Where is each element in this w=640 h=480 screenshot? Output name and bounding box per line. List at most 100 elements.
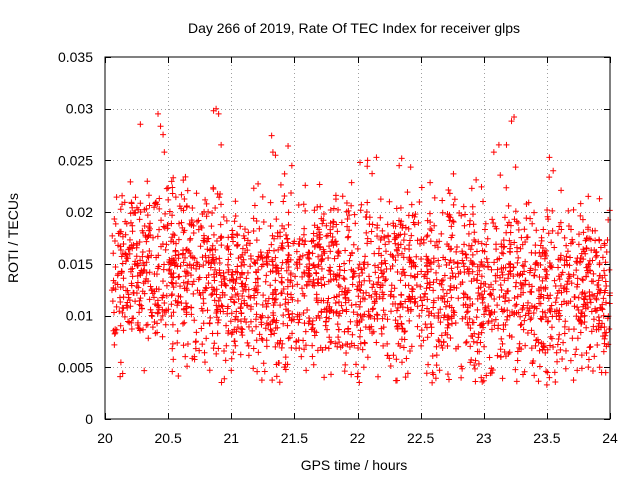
data-point	[235, 296, 242, 303]
data-point	[111, 341, 118, 348]
data-point	[424, 280, 431, 287]
data-point	[161, 300, 168, 307]
data-point	[281, 364, 288, 371]
data-point	[273, 216, 280, 223]
data-point	[160, 266, 167, 273]
data-point	[169, 321, 176, 328]
data-point	[517, 280, 524, 287]
data-point	[343, 350, 350, 357]
data-point	[450, 259, 457, 266]
data-point	[497, 346, 504, 353]
data-point	[329, 223, 336, 230]
data-point	[593, 296, 600, 303]
data-point	[439, 344, 446, 351]
data-point	[393, 356, 400, 363]
data-point	[543, 314, 550, 321]
data-point	[392, 317, 399, 324]
data-point	[430, 287, 437, 294]
data-point	[145, 335, 152, 342]
data-point	[288, 189, 295, 196]
data-point	[172, 297, 179, 304]
data-point	[111, 237, 118, 244]
data-point	[274, 264, 281, 271]
data-point	[363, 229, 370, 236]
data-point	[112, 280, 119, 287]
data-point	[364, 199, 371, 206]
data-point	[216, 267, 223, 274]
data-point	[488, 326, 495, 333]
data-point	[486, 354, 493, 361]
data-point	[573, 313, 580, 320]
data-point	[194, 218, 201, 225]
data-point	[390, 293, 397, 300]
data-point	[564, 261, 571, 268]
data-point	[205, 271, 212, 278]
data-point	[386, 198, 393, 205]
data-point	[119, 260, 126, 267]
data-point	[430, 255, 437, 262]
data-point	[290, 240, 297, 247]
data-point	[341, 260, 348, 267]
data-point	[506, 349, 513, 356]
data-point	[220, 213, 227, 220]
data-point	[175, 236, 182, 243]
data-point	[214, 190, 221, 197]
data-point	[362, 323, 369, 330]
data-point	[372, 290, 379, 297]
data-point	[269, 262, 276, 269]
data-point	[463, 309, 470, 316]
data-point	[345, 207, 352, 214]
data-point	[254, 257, 261, 264]
data-point	[252, 316, 259, 323]
data-point	[399, 304, 406, 311]
data-point	[514, 357, 521, 364]
data-point	[551, 277, 558, 284]
data-point	[287, 271, 294, 278]
data-point	[545, 230, 552, 237]
data-point	[586, 257, 593, 264]
data-point	[491, 322, 498, 329]
data-point	[338, 219, 345, 226]
data-point	[277, 181, 284, 188]
data-point	[335, 312, 342, 319]
data-point	[411, 213, 418, 220]
data-point	[370, 305, 377, 312]
data-point	[285, 263, 292, 270]
data-point	[581, 319, 588, 326]
data-point	[129, 228, 136, 235]
data-point	[213, 237, 220, 244]
data-point	[413, 253, 420, 260]
data-point	[513, 218, 520, 225]
data-point	[278, 242, 285, 249]
data-point	[278, 265, 285, 272]
data-point	[543, 368, 550, 375]
data-point	[245, 286, 252, 293]
data-point	[147, 232, 154, 239]
data-point	[288, 162, 295, 169]
data-point	[347, 252, 354, 259]
data-point	[275, 246, 282, 253]
data-point	[333, 293, 340, 300]
data-point	[482, 306, 489, 313]
data-point	[397, 204, 404, 211]
data-point	[447, 246, 454, 253]
data-point	[541, 266, 548, 273]
data-point	[318, 256, 325, 263]
data-point	[228, 234, 235, 241]
data-points	[108, 105, 613, 388]
data-point	[225, 246, 232, 253]
data-point	[355, 293, 362, 300]
data-point	[439, 197, 446, 204]
data-point	[170, 174, 177, 181]
data-point	[430, 299, 437, 306]
data-point	[415, 219, 422, 226]
data-point	[473, 176, 480, 183]
data-point	[281, 170, 288, 177]
data-point	[132, 209, 139, 216]
data-point	[596, 260, 603, 267]
data-point	[590, 270, 597, 277]
data-point	[438, 332, 445, 339]
data-point	[408, 343, 415, 350]
data-point	[310, 276, 317, 283]
data-point	[336, 266, 343, 273]
